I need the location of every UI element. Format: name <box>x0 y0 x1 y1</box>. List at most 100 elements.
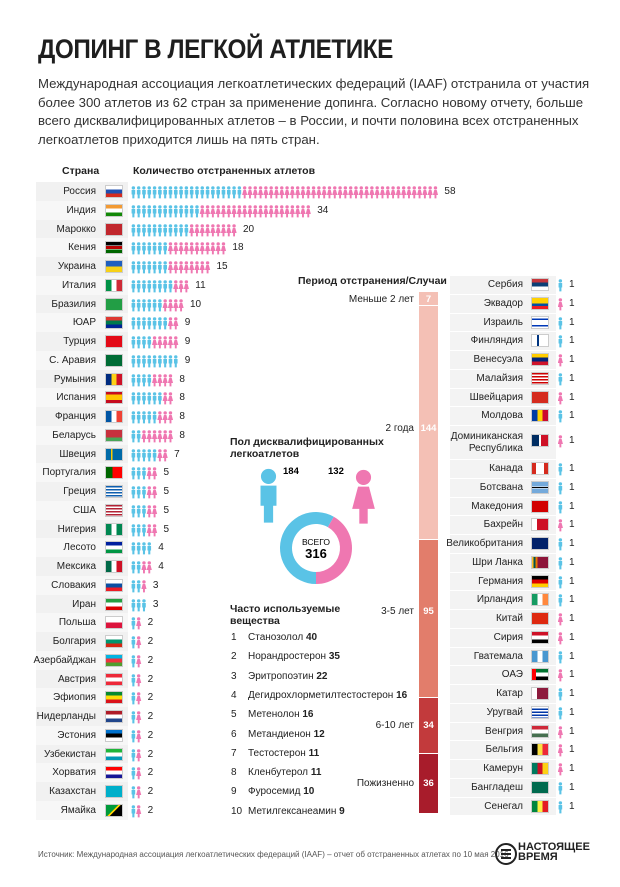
female-athlete-icon <box>136 748 142 761</box>
athlete-icons <box>131 748 142 761</box>
female-athlete-icon <box>242 204 248 218</box>
country-name: США <box>72 504 96 516</box>
athlete-count: 5 <box>163 504 170 516</box>
substance-count: 10 <box>303 786 315 798</box>
male-athlete-icon <box>136 373 141 386</box>
male-athlete-icon <box>142 392 146 405</box>
female-athlete-icon <box>284 204 290 218</box>
female-athlete-icon <box>231 204 237 218</box>
row-background <box>450 572 556 591</box>
substance-item: 2 Норандростерон 35 <box>231 651 340 662</box>
country-flag <box>531 315 549 329</box>
female-athlete-icon <box>205 223 211 236</box>
substance-rank: 9 <box>231 786 237 798</box>
male-athlete-icon <box>158 204 162 218</box>
substance-count: 11 <box>308 747 320 759</box>
athlete-count: 2 <box>147 804 154 816</box>
country-name: Эстония <box>57 729 96 741</box>
athlete-icons <box>558 372 563 386</box>
female-athlete-icon <box>220 223 227 236</box>
country-name: Италия <box>61 279 96 291</box>
male-athlete-icon <box>142 223 146 236</box>
substance-name: Метандиенон <box>243 728 314 740</box>
athlete-count: 2 <box>147 729 154 741</box>
male-athlete-icon <box>142 242 146 255</box>
country-name: Казахстан <box>49 786 96 797</box>
athlete-icons <box>558 744 563 757</box>
female-athlete-icon <box>236 204 242 218</box>
athlete-count: 1 <box>569 744 575 756</box>
country-name: Греция <box>63 486 96 497</box>
female-athlete-icon <box>199 204 205 218</box>
female-athlete-icon <box>422 186 428 199</box>
athlete-count: 10 <box>190 298 202 310</box>
page-title: ДОПИНГ В ЛЕГКОЙ АТЛЕТИКЕ <box>38 34 393 64</box>
athlete-icons <box>131 223 237 236</box>
substance-count: 12 <box>313 728 325 740</box>
athlete-icons <box>131 448 168 461</box>
athlete-count: 11 <box>195 279 206 291</box>
female-athlete-icon <box>305 186 311 199</box>
row-background <box>450 647 556 666</box>
male-athlete-icon <box>173 354 178 368</box>
athlete-icons <box>558 463 563 476</box>
female-athlete-icon <box>157 373 163 386</box>
male-athlete-icon <box>152 279 157 293</box>
athlete-icons <box>131 542 152 555</box>
male-athlete-icon <box>152 317 157 330</box>
period-bar-segment <box>419 754 438 814</box>
female-athlete-icon <box>162 448 168 461</box>
male-athlete-icon <box>142 504 146 518</box>
female-athlete-icon <box>178 279 184 293</box>
athlete-icons <box>558 538 563 551</box>
male-athlete-icon <box>168 279 173 293</box>
country-name: Германия <box>478 575 523 587</box>
substance-name: Метенолон <box>243 709 303 721</box>
female-athlete-icon <box>379 186 386 199</box>
female-athlete-icon <box>273 186 280 199</box>
athlete-icons <box>131 486 158 499</box>
female-athlete-icon <box>199 223 205 236</box>
female-athlete-icon <box>332 186 338 199</box>
country-name: Беларусь <box>52 429 96 441</box>
female-slice <box>316 516 352 584</box>
substance-item: 6 Метандиенон 12 <box>231 729 325 740</box>
logo-icon <box>495 843 517 865</box>
row-background <box>450 332 556 350</box>
male-athlete-icon <box>131 636 136 649</box>
female-athlete-icon <box>136 786 142 799</box>
male-athlete-icon <box>147 261 152 274</box>
male-athlete-icon <box>558 335 563 348</box>
male-athlete-icon <box>152 242 157 255</box>
male-athlete-icon <box>136 448 141 461</box>
period-value: 34 <box>423 720 434 732</box>
male-athlete-icon <box>142 317 146 330</box>
athlete-icons <box>131 204 311 218</box>
male-athlete-icon <box>131 711 136 724</box>
female-athlete-icon <box>289 186 295 199</box>
country-flag <box>531 537 549 550</box>
male-athlete-icon <box>142 448 146 461</box>
female-athlete-icon <box>401 186 407 199</box>
female-athlete-icon <box>157 448 163 461</box>
logo-text: НАСТОЯЩЕЕ ВРЕМЯ <box>518 842 590 863</box>
male-athlete-icon <box>163 261 167 274</box>
male-athlete-icon <box>195 204 199 218</box>
athlete-icons <box>558 435 563 448</box>
male-athlete-icon <box>142 186 146 199</box>
male-athlete-icon <box>136 204 141 218</box>
row-background <box>450 797 556 816</box>
substance-count: 11 <box>310 767 322 779</box>
female-athlete-icon <box>427 186 433 199</box>
country-name: Канада <box>489 463 523 474</box>
male-athlete-icon <box>189 186 194 199</box>
country-name: Китай <box>495 613 523 624</box>
substance-name: Кленбутерол <box>243 767 311 779</box>
athlete-count: 34 <box>317 204 329 216</box>
athlete-count: 7 <box>174 448 180 460</box>
male-athlete-icon <box>136 298 141 311</box>
female-athlete-icon <box>390 186 396 199</box>
country-flag <box>105 766 123 780</box>
athlete-count: 1 <box>569 613 575 624</box>
country-name: ОАЭ <box>501 669 523 681</box>
